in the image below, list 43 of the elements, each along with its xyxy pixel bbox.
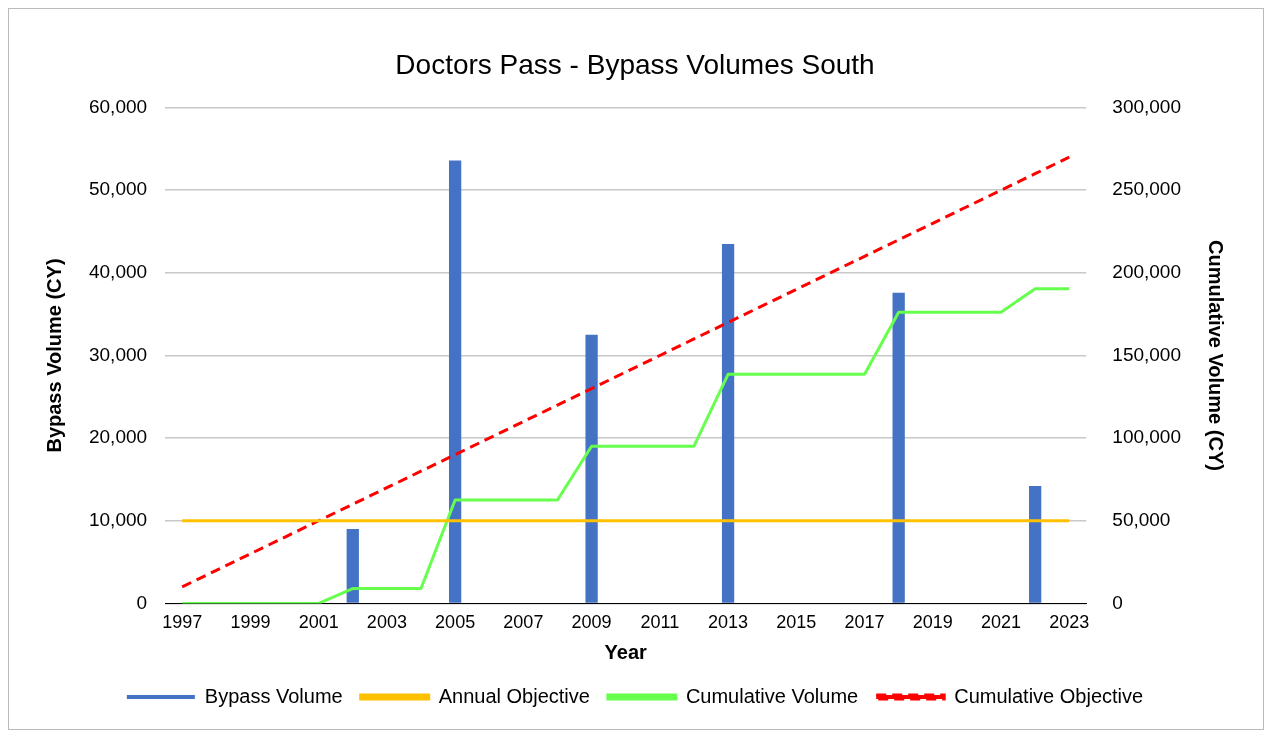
legend-label: Cumulative Volume [685,684,859,707]
bar [346,529,359,603]
chart-title: Doctors Pass - Bypass Volumes South [395,48,875,80]
bar [1029,486,1042,603]
line-series [180,155,1071,589]
y2-tick-label: 250,000 [1112,178,1182,200]
y-tick-label: 20,000 [88,426,148,448]
y-tick-label: 50,000 [88,178,148,200]
x-tick-label: 2001 [298,612,339,633]
x-tick-label: 2019 [912,612,953,633]
x-tick-label: 2011 [640,612,680,633]
y-axis-title: Bypass Volume (CY) [42,258,65,453]
legend-label: Bypass Volume [204,684,343,707]
legend-label: Annual Objective [438,684,590,707]
x-tick-label: 2015 [776,612,817,633]
x-tick-label: 2017 [844,612,885,633]
y2-tick-label: 300,000 [1112,95,1182,117]
bar [721,243,735,603]
legend-label: Cumulative Objective [954,684,1144,707]
x-tick-label: 1999 [230,612,271,633]
x-tick-label: 2009 [571,612,612,633]
x-tick-label: 2007 [503,612,544,633]
x-tick-label: 2021 [981,612,1022,633]
x-axis-title: Year [604,640,648,663]
x-tick-label: 2005 [435,612,476,633]
y-tick-label: 30,000 [88,343,148,365]
y-tick-label: 40,000 [88,261,148,283]
x-tick-label: 2003 [366,612,407,633]
y2-tick-label: 100,000 [1112,426,1182,448]
y2-axis-title: Cumulative Volume (CY) [1205,240,1228,471]
x-tick-label: 2013 [708,612,749,633]
y2-tick-label: 150,000 [1112,343,1182,365]
y2-tick-label: 0 [1112,591,1123,613]
y2-tick-label: 50,000 [1112,509,1171,530]
y-tick-label: 60,000 [88,95,148,117]
bar [892,292,905,603]
y-tick-label: 0 [136,591,148,613]
y-tick-label: 10,000 [88,509,148,530]
y2-tick-label: 200,000 [1112,261,1182,283]
x-tick-label: 2023 [1049,612,1090,633]
bar [448,160,462,603]
bar [585,334,598,603]
x-tick-label: 1997 [162,612,203,633]
